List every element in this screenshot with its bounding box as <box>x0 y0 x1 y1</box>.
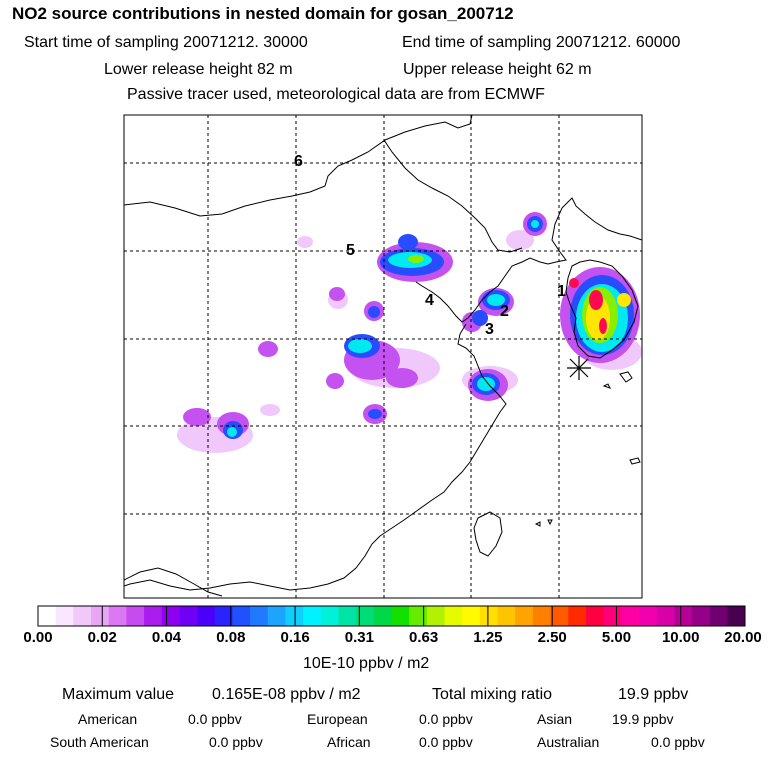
region-value-asian: 19.9 ppbv <box>612 711 674 727</box>
colorbar-swatch <box>426 606 445 626</box>
colorbar-tick-label: 0.08 <box>216 629 246 646</box>
colorbar-swatch <box>144 606 163 626</box>
colorbar-swatch <box>479 606 498 626</box>
region-name-australian: Australian <box>537 734 600 750</box>
region-name-asian: Asian <box>537 711 573 727</box>
region-label-1: 1 <box>557 283 566 300</box>
colorbar-tick-label: 0.00 <box>23 629 53 646</box>
lower-release-height: Lower release height 82 m <box>104 61 293 78</box>
colorbar-swatch <box>391 606 410 626</box>
colorbar-swatch <box>55 606 74 626</box>
colorbar-swatch <box>603 606 622 626</box>
colorbar-swatch <box>444 606 463 626</box>
region-label-5: 5 <box>346 242 355 259</box>
colorbar-swatch <box>73 606 92 626</box>
start-time: Start time of sampling 20071212. 30000 <box>24 34 308 51</box>
region-labels: 1 2 3 4 5 6 <box>294 153 566 338</box>
region-name-european: European <box>307 711 368 727</box>
total-mixing-label: Total mixing ratio <box>432 686 553 703</box>
colorbar-tick-label: 10.00 <box>661 629 700 646</box>
colorbar-swatch <box>161 606 180 626</box>
colorbar-tick-label: 1.25 <box>473 629 503 646</box>
colorbar-swatch <box>303 606 322 626</box>
colorbar-swatch <box>674 606 693 626</box>
region-label-4: 4 <box>425 292 434 309</box>
station-asterisk-icon <box>567 356 591 380</box>
colorbar-swatch <box>621 606 640 626</box>
colorbar-swatch <box>409 606 428 626</box>
colorbar-swatch <box>232 606 251 626</box>
total-mixing-value: 19.9 ppbv <box>618 686 689 703</box>
colorbar-swatch <box>727 606 746 626</box>
colorbar-swatch <box>38 606 57 626</box>
colorbar-swatch <box>373 606 392 626</box>
colorbar-swatch <box>691 606 711 626</box>
colorbar-swatch <box>250 606 269 626</box>
colorbar-swatch <box>550 606 569 626</box>
tracer-note: Passive tracer used, meteorological data… <box>127 86 545 103</box>
colorbar-swatch <box>285 606 304 626</box>
colorbar-tick-label: 0.02 <box>87 629 117 646</box>
colorbar-swatch <box>356 606 375 626</box>
region-name-south-american: South American <box>50 734 149 750</box>
region-label-6: 6 <box>294 153 303 170</box>
end-time: End time of sampling 20071212. 60000 <box>402 34 681 51</box>
colorbar-swatch <box>338 606 357 626</box>
region-name-american: American <box>78 711 138 727</box>
max-value-label: Maximum value <box>62 686 175 703</box>
colorbar-swatch <box>320 606 339 626</box>
region-value-australian: 0.0 ppbv <box>651 734 705 750</box>
page-title: NO2 source contributions in nested domai… <box>12 4 514 23</box>
colorbar-swatch <box>585 606 604 626</box>
region-name-african: African <box>327 734 371 750</box>
colorbar-swatch <box>568 606 587 626</box>
colorbar-tick-label: 20.00 <box>724 629 762 646</box>
colorbar-tick-label: 2.50 <box>537 629 567 646</box>
region-label-2: 2 <box>500 303 509 320</box>
colorbar-tick-label: 0.16 <box>280 629 310 646</box>
plume-layer <box>177 212 642 453</box>
colorbar-swatch <box>197 606 216 626</box>
region-value-american: 0.0 ppbv <box>188 711 242 727</box>
colorbar-tick-label: 5.00 <box>601 629 632 646</box>
colorbar-frame <box>37 605 746 627</box>
max-value: 0.165E-08 ppbv / m2 <box>212 686 361 703</box>
colorbar-swatch <box>638 606 658 626</box>
colorbar-tick-label: 0.63 <box>409 629 439 646</box>
colorbar-swatch <box>108 606 127 626</box>
red-plumes <box>569 278 607 334</box>
colorbar-swatch <box>532 606 551 626</box>
grid-lines <box>124 115 642 598</box>
upper-release-height: Upper release height 62 m <box>403 61 592 78</box>
colorbar <box>37 605 746 627</box>
colorbar-swatch <box>462 606 481 626</box>
colorbar-tick-label: 0.04 <box>151 629 182 646</box>
region-value-african: 0.0 ppbv <box>419 734 473 750</box>
region-value-european: 0.0 ppbv <box>419 711 473 727</box>
colorbar-swatch <box>214 606 233 626</box>
colorbar-units: 10E-10 ppbv / m2 <box>303 655 430 672</box>
coastlines <box>124 115 642 597</box>
colorbar-swatch <box>515 606 534 626</box>
colorbar-swatch <box>709 606 728 626</box>
colorbar-swatch <box>497 606 516 626</box>
colorbar-tick-label: 0.31 <box>344 629 374 646</box>
colorbar-swatch <box>267 606 286 626</box>
region-label-3: 3 <box>485 321 494 338</box>
region-value-south-american: 0.0 ppbv <box>209 734 263 750</box>
colorbar-swatch <box>179 606 198 626</box>
colorbar-swatch <box>91 606 110 626</box>
colorbar-swatch <box>126 606 145 626</box>
colorbar-swatch <box>656 606 675 626</box>
map-frame <box>123 114 643 599</box>
